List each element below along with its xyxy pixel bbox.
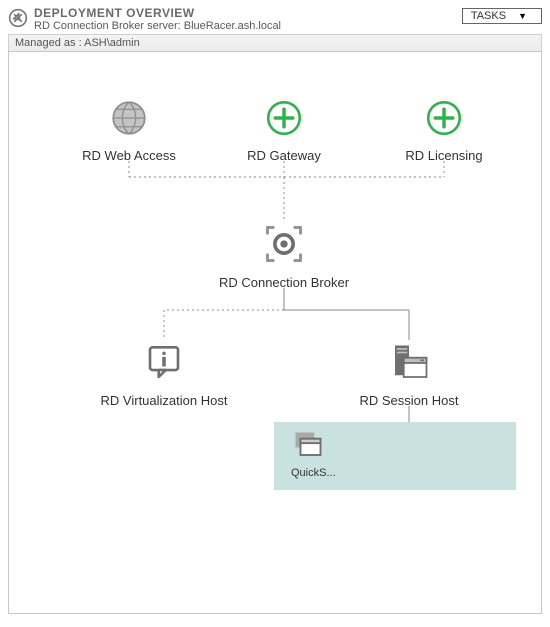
session-host-collection[interactable]: QuickS...	[274, 422, 516, 490]
node-label: RD Web Access	[69, 148, 189, 163]
plus-icon	[263, 97, 305, 144]
node-rd-gateway[interactable]: RD Gateway	[229, 97, 339, 163]
node-label: RD Licensing	[389, 148, 499, 163]
managed-as-bar: Managed as : ASH\admin	[8, 34, 542, 51]
node-rd-session-host[interactable]: RD Session Host	[329, 342, 489, 408]
node-rd-licensing[interactable]: RD Licensing	[389, 97, 499, 163]
session-collection-label: QuickS...	[291, 467, 336, 479]
tasks-button[interactable]: TASKS ▼	[462, 8, 542, 24]
chevron-down-icon: ▼	[518, 11, 527, 21]
session-collection-icon	[293, 431, 323, 464]
node-rd-virtualization-host[interactable]: RD Virtualization Host	[79, 342, 249, 408]
page-title: DEPLOYMENT OVERVIEW	[34, 6, 462, 20]
overview-icon	[8, 8, 28, 28]
node-rd-web-access[interactable]: RD Web Access	[69, 97, 189, 163]
server-window-icon	[388, 342, 430, 389]
globe-icon	[108, 97, 150, 144]
node-rd-connection-broker[interactable]: RD Connection Broker	[199, 222, 369, 290]
node-label: RD Connection Broker	[199, 275, 369, 290]
target-icon	[262, 222, 306, 271]
deployment-diagram: RD Web Access RD Gateway RD Licensing	[8, 51, 542, 614]
broker-server-label: RD Connection Broker server: BlueRacer.a…	[34, 20, 462, 32]
node-label: RD Session Host	[329, 393, 489, 408]
plus-icon	[423, 97, 465, 144]
header: DEPLOYMENT OVERVIEW RD Connection Broker…	[0, 0, 550, 34]
node-label: RD Virtualization Host	[79, 393, 249, 408]
node-label: RD Gateway	[229, 148, 339, 163]
info-bubble-icon	[143, 342, 185, 389]
tasks-label: TASKS	[471, 10, 506, 22]
